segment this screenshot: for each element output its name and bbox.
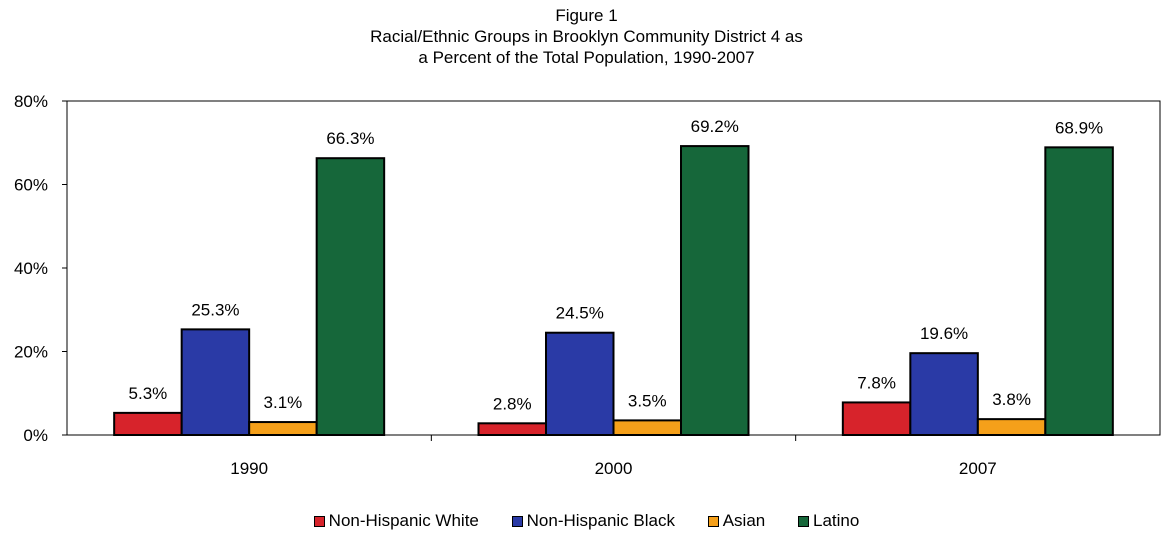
legend-swatch [797, 515, 809, 527]
y-tick-label: 60% [14, 176, 48, 195]
legend-swatch [707, 515, 719, 527]
data-label: 66.3% [326, 129, 374, 148]
data-label: 3.5% [628, 391, 667, 410]
bar [612, 419, 682, 437]
legend-swatch [313, 515, 325, 527]
data-label: 68.9% [1055, 118, 1103, 137]
y-tick-label: 40% [14, 259, 48, 278]
bar [1044, 146, 1114, 436]
x-tick-label: 2000 [595, 459, 633, 478]
legend-item-non-hispanic-white: Non-Hispanic White [313, 510, 479, 531]
bar [976, 418, 1047, 437]
data-label: 5.3% [129, 384, 168, 403]
data-label: 3.8% [992, 390, 1031, 409]
y-tick-label: 80% [14, 92, 48, 111]
data-label: 7.8% [857, 373, 896, 392]
x-tick-label: 2007 [959, 459, 997, 478]
x-tick-label: 1990 [230, 459, 268, 478]
bar [180, 328, 251, 436]
legend-item-non-hispanic-black: Non-Hispanic Black [511, 510, 675, 531]
data-label: 25.3% [191, 300, 239, 319]
data-label: 69.2% [691, 117, 739, 136]
bar [680, 145, 750, 436]
legend-label: Non-Hispanic Black [526, 510, 675, 530]
chart-legend: Non-Hispanic White Non-Hispanic Black As… [0, 510, 1173, 531]
chart-title-line-3: a Percent of the Total Population, 1990-… [418, 48, 755, 67]
legend-label: Asian [722, 510, 766, 530]
data-label: 3.1% [264, 393, 303, 412]
legend-label: Latino [812, 510, 860, 530]
data-label: 24.5% [556, 304, 604, 323]
y-tick-label: 0% [23, 426, 48, 445]
bar [248, 421, 318, 436]
legend-item-latino: Latino [797, 510, 860, 531]
chart-title-line-1: Figure 1 [555, 6, 618, 25]
chart-title-line-2: Racial/Ethnic Groups in Brooklyn Communi… [370, 27, 803, 46]
bar [909, 352, 979, 437]
legend-label: Non-Hispanic White [328, 510, 479, 530]
legend-swatch [511, 515, 523, 527]
bar [113, 411, 183, 436]
bar [545, 331, 615, 436]
y-tick-label: 20% [14, 343, 48, 362]
legend-item-asian: Asian [707, 510, 766, 531]
bar [841, 401, 912, 436]
data-label: 19.6% [920, 324, 968, 343]
bar [315, 157, 386, 436]
data-label: 2.8% [493, 394, 532, 413]
bar [477, 422, 547, 436]
